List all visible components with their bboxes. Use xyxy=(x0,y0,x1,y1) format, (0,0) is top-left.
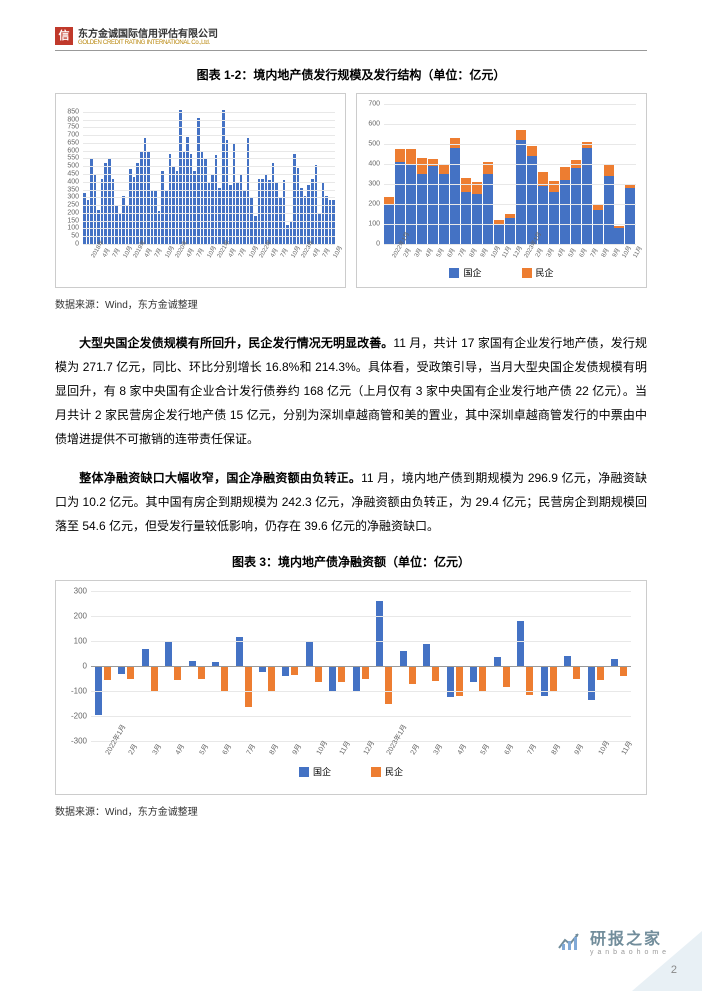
legend3-swatch-orange xyxy=(371,767,381,777)
chart12-title: 图表 1-2：境内地产债发行规模及发行结构（单位：亿元） xyxy=(55,66,647,83)
chart2-xlabels: 2022年1月2月3月4月5月6月7月8月9月10月11月12月2023年1月2… xyxy=(384,246,636,264)
watermark-text: 研报之家 xyxy=(590,925,667,949)
logo-icon: 信 xyxy=(55,27,73,45)
chart1-plot: 0501001502002503003504004505005506006507… xyxy=(83,104,335,244)
legend3-label-guoqi: 国企 xyxy=(313,765,331,778)
chart2-bars xyxy=(384,104,636,244)
legend-swatch-blue xyxy=(449,268,459,278)
chart1-left: 0501001502002503003504004505005506006507… xyxy=(55,93,346,288)
chart1-ylabels: 0501001502002503003504004505005506006507… xyxy=(61,104,81,244)
legend-swatch-orange xyxy=(522,268,532,278)
company-subname: GOLDEN CREDIT RATING INTERNATIONAL Co.,L… xyxy=(78,40,218,46)
legend-item-minqi: 民企 xyxy=(522,266,554,279)
chart3-source: 数据来源：Wind，东方金诚整理 xyxy=(55,803,647,818)
chart12-source: 数据来源：Wind，东方金诚整理 xyxy=(55,296,647,311)
document-page: 信 东方金诚国际信用评估有限公司 GOLDEN CREDIT RATING IN… xyxy=(0,0,702,991)
chart3-title: 图表 3：境内地产债净融资额（单位：亿元） xyxy=(55,553,647,570)
chart-row: 0501001502002503003504004505005506006507… xyxy=(55,93,647,288)
chart3-ylabels: -300-200-1000100200300 xyxy=(61,591,89,741)
chart3-xlabels: 2022年1月2月3月4月5月6月7月8月9月10月11月12月2023年1月2… xyxy=(91,743,631,763)
legend-label-minqi: 民企 xyxy=(536,266,554,279)
header: 信 东方金诚国际信用评估有限公司 GOLDEN CREDIT RATING IN… xyxy=(55,25,647,51)
legend3-label-minqi: 民企 xyxy=(385,765,403,778)
para1-rest: 11 月，共计 17 家国有企业发行地产债，发行规模为 271.7 亿元，同比、… xyxy=(55,336,647,446)
legend-item-guoqi: 国企 xyxy=(449,266,481,279)
company-block: 东方金诚国际信用评估有限公司 GOLDEN CREDIT RATING INTE… xyxy=(78,25,218,46)
paragraph-2: 整体净融资缺口大幅收窄，国企净融资额由负转正。11 月，境内地产债到期规模为 2… xyxy=(55,466,647,538)
watermark: 研报之家 y a n b a o h o m e xyxy=(558,925,667,956)
chart2-legend: 国企 民企 xyxy=(362,266,641,279)
chart2-right: 0100200300400500600700 2022年1月2月3月4月5月6月… xyxy=(356,93,647,288)
chart3-box: -300-200-1000100200300 2022年1月2月3月4月5月6月… xyxy=(55,580,647,795)
para2-bold: 整体净融资缺口大幅收窄，国企净融资额由负转正。 xyxy=(79,471,361,485)
chart1-xlabels: 2018年4月7月10月2019年4月7月10月2020年4月7月10月2021… xyxy=(83,246,335,264)
legend3-item-guoqi: 国企 xyxy=(299,765,331,778)
watermark-sub: y a n b a o h o m e xyxy=(590,949,667,956)
chart3-plot: -300-200-1000100200300 xyxy=(91,591,631,741)
chart2-plot: 0100200300400500600700 xyxy=(384,104,636,244)
watermark-icon xyxy=(558,930,584,952)
chart2-ylabels: 0100200300400500600700 xyxy=(362,104,382,244)
legend-label-guoqi: 国企 xyxy=(463,266,481,279)
company-name: 东方金诚国际信用评估有限公司 xyxy=(78,25,218,40)
legend3-item-minqi: 民企 xyxy=(371,765,403,778)
page-number: 2 xyxy=(671,964,677,976)
para1-bold: 大型央国企发债规模有所回升，民企发行情况无明显改善。 xyxy=(79,336,393,350)
legend3-swatch-blue xyxy=(299,767,309,777)
chart3-legend: 国企 民企 xyxy=(61,765,641,778)
paragraph-1: 大型央国企发债规模有所回升，民企发行情况无明显改善。11 月，共计 17 家国有… xyxy=(55,331,647,451)
